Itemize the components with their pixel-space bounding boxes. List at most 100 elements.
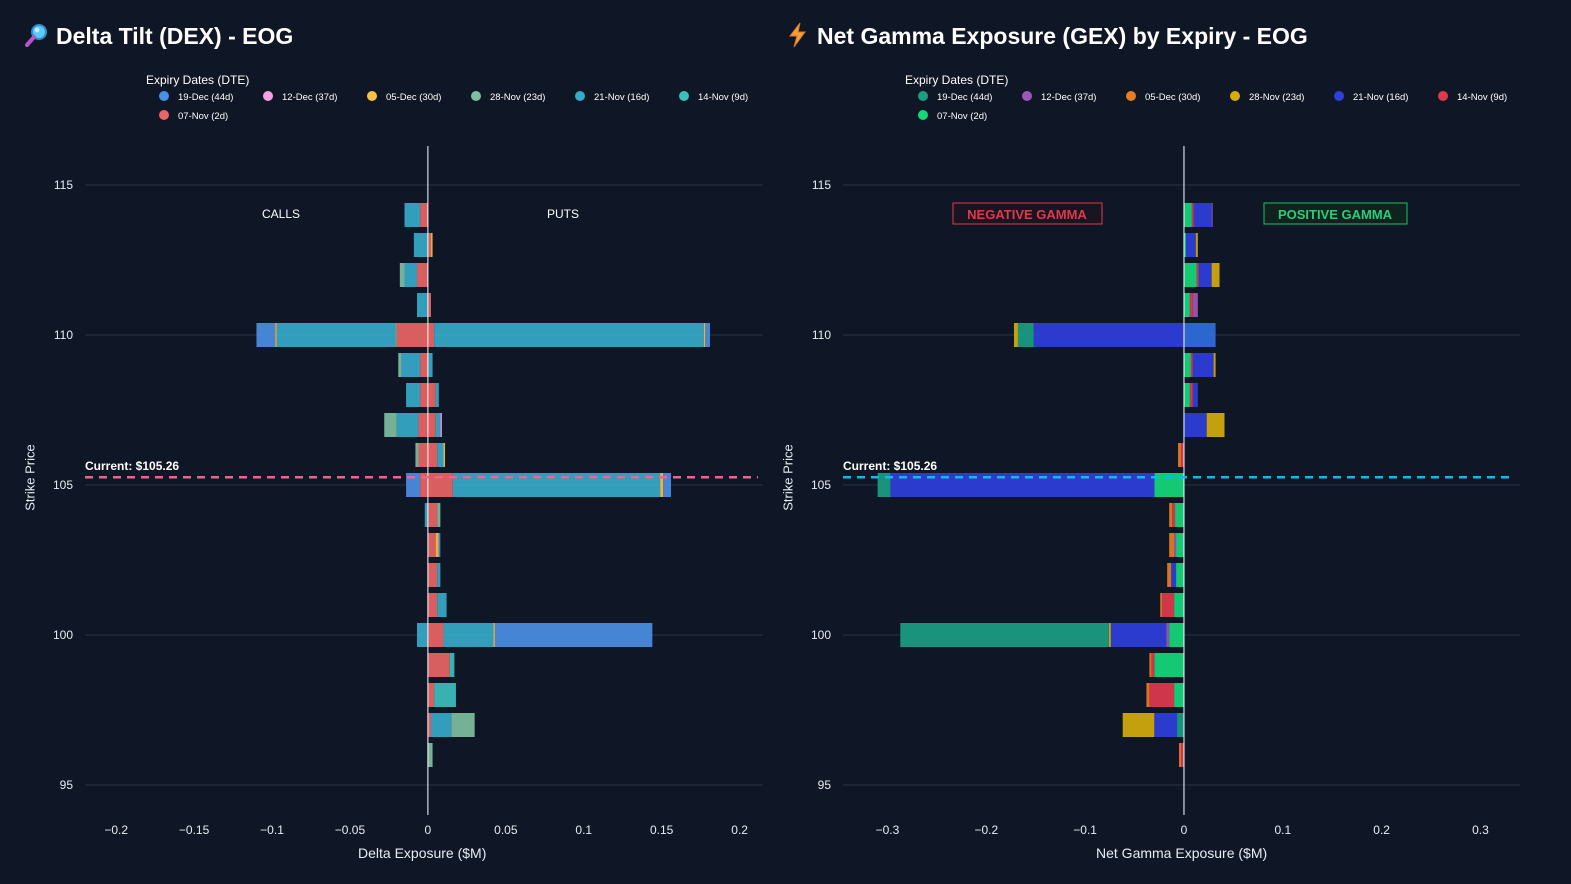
gex-bar-segment: [1183, 233, 1186, 257]
gex-chart-panel: Net Gamma Exposure (GEX) by Expiry - EOG…: [781, 0, 1571, 884]
dex-bar-segment: [437, 563, 441, 587]
gex-legend-item[interactable]: 14-Nov (9d): [1438, 91, 1507, 103]
gex-legend-item[interactable]: 12-Dec (37d): [1022, 91, 1097, 103]
dex-bar-segment: [427, 563, 438, 587]
gex-plot-area: 95 100 105 110 115 −0.3 −0.2 −0.1 0 0.1 0.2 0.3 Curr…: [811, 146, 1520, 837]
dex-y-tick-label: 95: [60, 778, 74, 792]
gex-y-tick-label: 115: [812, 178, 831, 192]
dex-bar-segment: [398, 353, 402, 377]
dex-bar-segment: [415, 443, 419, 467]
gex-bar-segment: [1190, 353, 1193, 377]
positive-gamma-label: POSITIVE GAMMA: [1278, 207, 1393, 222]
gex-bar-segment: [1189, 383, 1193, 407]
gex-bar-segment: [1185, 233, 1196, 257]
dex-bar-segment: [660, 473, 664, 497]
dex-legend-item[interactable]: 21-Nov (16d): [575, 91, 650, 103]
gex-bar-segment: [1193, 203, 1212, 227]
gex-bar-segment: [1183, 413, 1207, 437]
gex-x-tick-label: −0.3: [876, 823, 900, 837]
gex-bar-segment: [1017, 323, 1034, 347]
dex-bar-segment: [437, 593, 447, 617]
gex-bar-segment: [1206, 413, 1225, 437]
gex-chart-title: Net Gamma Exposure (GEX) by Expiry - EOG: [785, 22, 1308, 54]
gex-bar-segment: [1169, 623, 1184, 647]
dex-bar-segment: [431, 233, 433, 257]
gex-legend-item[interactable]: 05-Dec (30d): [1126, 91, 1200, 103]
dex-bar-segment: [416, 623, 428, 647]
dex-bar-segment: [434, 683, 456, 707]
gex-legend-item[interactable]: 07-Nov (2d): [918, 110, 987, 122]
dex-bar-segment: [427, 383, 436, 407]
gex-bar-segment: [1149, 653, 1152, 677]
dex-x-tick-label: 0.15: [650, 823, 674, 837]
gex-bar-segment: [1192, 383, 1198, 407]
legend-marker-icon: [159, 91, 169, 102]
legend-marker-icon: [1334, 91, 1344, 102]
gex-bar-segment: [1108, 623, 1111, 647]
gex-y-tick-label: 110: [812, 328, 831, 342]
dex-chart-panel: Delta Tilt (DEX) - EOG Expiry Dates (DTE…: [0, 0, 785, 884]
dex-legend-item[interactable]: 05-Dec (30d): [367, 91, 442, 103]
dex-bar-segment: [424, 503, 428, 527]
dex-x-tick-label: 0.2: [731, 823, 748, 837]
dex-bar-segment: [435, 383, 439, 407]
gex-bar-segment: [1192, 353, 1214, 377]
dex-bar-segment: [427, 653, 450, 677]
dex-bar-segment: [443, 443, 446, 467]
gex-bar-segment: [1122, 713, 1155, 737]
gex-bar-segment: [1174, 593, 1184, 617]
legend-marker-icon: [1230, 91, 1240, 102]
gex-legend-item[interactable]: 21-Nov (16d): [1334, 91, 1408, 103]
gex-y-tick-label: 100: [811, 628, 831, 642]
gex-x-tick-label: 0.2: [1373, 823, 1390, 837]
gex-bar-segment: [1174, 533, 1177, 557]
legend-label: 19-Dec (44d): [937, 92, 993, 103]
legend-marker-icon: [1022, 91, 1032, 102]
dex-current-price-label: Current: $105.26: [85, 459, 179, 473]
dex-bar-segment: [663, 473, 672, 497]
dex-bar-segment: [420, 203, 428, 227]
dex-legend-item[interactable]: 28-Nov (23d): [471, 91, 545, 103]
gex-bar-segment: [1160, 593, 1163, 617]
gex-bar-segment: [1211, 203, 1213, 227]
dex-legend-item[interactable]: 19-Dec (44d): [159, 91, 233, 103]
dex-bar-segment: [427, 533, 436, 557]
dex-bar-segment: [705, 323, 711, 347]
dex-x-tick-label: −0.1: [260, 823, 284, 837]
dex-bar-segment: [404, 263, 417, 287]
gex-legend-item[interactable]: 28-Nov (23d): [1230, 91, 1304, 103]
gex-bar-segment: [1181, 743, 1184, 767]
dex-bar-segment: [427, 413, 436, 437]
gex-bar-segment: [1179, 743, 1182, 767]
dex-legend-item[interactable]: 07-Nov (2d): [159, 110, 228, 122]
gex-bar-segment: [1171, 563, 1177, 587]
dex-x-tick-label: −0.05: [335, 823, 366, 837]
dex-bar-segment: [418, 413, 428, 437]
legend-label: 12-Dec (37d): [282, 92, 338, 103]
gex-bar-segment: [1198, 263, 1212, 287]
dex-bar-segment: [406, 473, 421, 497]
gex-legend-item[interactable]: 19-Dec (44d): [918, 91, 993, 103]
dex-bar-segment: [427, 503, 438, 527]
dex-legend-item[interactable]: 12-Dec (37d): [263, 91, 338, 103]
legend-label: 21-Nov (16d): [594, 92, 650, 103]
dex-bar-segment: [420, 353, 428, 377]
legend-label: 05-Dec (30d): [386, 92, 442, 103]
negative-gamma-box: [952, 202, 1103, 225]
dex-bar-segment: [396, 323, 428, 347]
gex-bar-segment: [1149, 683, 1175, 707]
dex-bar-segment: [416, 293, 428, 317]
dex-bar-segment: [427, 713, 432, 737]
dex-bar-segment: [427, 683, 435, 707]
gex-bar-segment: [1174, 683, 1184, 707]
gex-title-text: Net Gamma Exposure (GEX) by Expiry - EOG: [817, 23, 1308, 50]
dex-bar-segment: [493, 623, 495, 647]
dex-legend-item[interactable]: 14-Nov (9d): [679, 91, 748, 103]
gex-y-axis-title: Strike Price: [780, 444, 796, 511]
dex-bar-segment: [452, 473, 661, 497]
gex-bar-segment: [1154, 713, 1178, 737]
dex-bar-segment: [427, 743, 433, 767]
gex-bar-segment: [1013, 323, 1018, 347]
legend-label: 12-Dec (37d): [1041, 92, 1097, 103]
gex-x-tick-label: 0.3: [1472, 823, 1489, 837]
